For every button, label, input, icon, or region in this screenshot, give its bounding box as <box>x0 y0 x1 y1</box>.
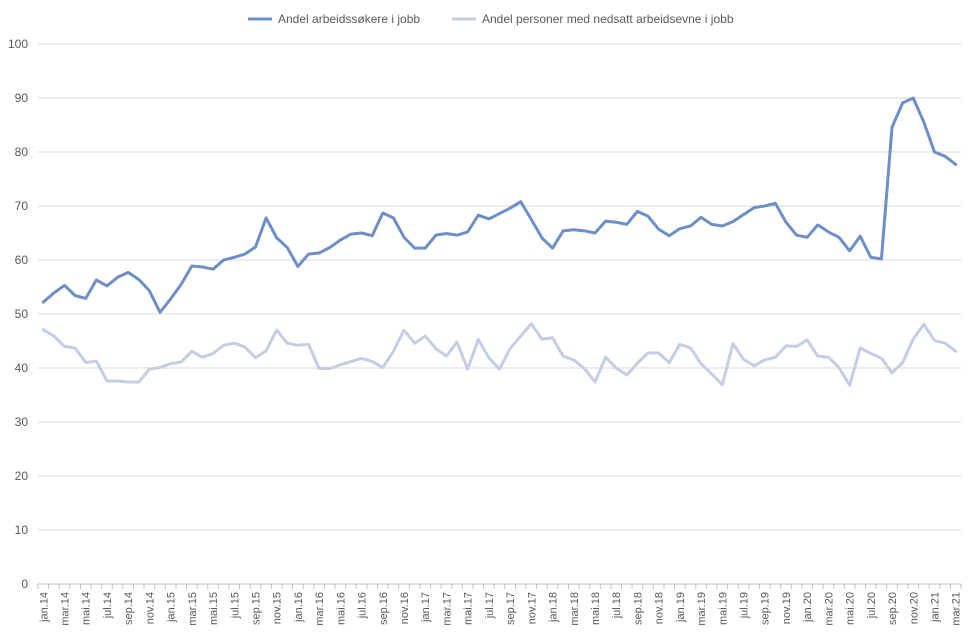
series-line-2 <box>41 322 958 387</box>
x-tick-label: mar.15 <box>187 592 199 626</box>
legend-label-2: Andel personer med nedsatt arbeidsevne i… <box>482 12 734 26</box>
x-tick-label: jul.19 <box>739 592 751 619</box>
x-tick-label: sep.17 <box>505 592 517 625</box>
y-tick-label: 40 <box>15 361 29 375</box>
x-tick-label: jan.21 <box>929 592 941 623</box>
x-tick-label: jul.17 <box>484 592 496 619</box>
y-tick-label: 30 <box>15 415 29 429</box>
x-tick-label: nov.15 <box>272 592 284 624</box>
y-tick-label: 50 <box>15 307 29 321</box>
y-tick-label: 90 <box>15 91 29 105</box>
x-tick-label: nov.14 <box>144 592 156 624</box>
x-tick-label: mar.14 <box>60 592 72 626</box>
x-tick-label: mar.18 <box>569 592 581 626</box>
x-tick-label: jul.14 <box>102 592 114 619</box>
x-tick-label: sep.19 <box>760 592 772 625</box>
x-tick-label: jan.14 <box>38 592 50 623</box>
x-tick-label: mai.18 <box>590 592 602 625</box>
y-tick-label: 0 <box>21 577 28 591</box>
series-lines <box>41 96 958 387</box>
x-tick-label: mar.16 <box>314 592 326 626</box>
x-tick-label: jul.15 <box>229 592 241 619</box>
x-tick-label: nov.16 <box>399 592 411 624</box>
x-tick-label: nov.19 <box>781 592 793 624</box>
y-tick-label: 80 <box>15 145 29 159</box>
y-tick-label: 100 <box>8 37 28 51</box>
x-tick-label: sep.15 <box>250 592 262 625</box>
y-tick-label: 60 <box>15 253 29 267</box>
gridlines <box>38 43 961 531</box>
x-tick-label: mar.20 <box>823 592 835 626</box>
x-tick-label: jul.20 <box>866 592 878 619</box>
x-tick-label: sep.20 <box>887 592 899 625</box>
x-tick-label: nov.20 <box>908 592 920 624</box>
legend: Andel arbeidssøkere i jobb Andel personer… <box>248 12 734 26</box>
x-tick-label: nov.17 <box>526 592 538 624</box>
x-tick-label: mai.14 <box>81 592 93 625</box>
x-tick-label: nov.18 <box>654 592 666 624</box>
x-tick-label: sep.18 <box>632 592 644 625</box>
y-tick-label: 20 <box>15 469 29 483</box>
series-line-1 <box>41 96 958 314</box>
x-tick-label: sep.14 <box>123 592 135 625</box>
x-tick-label: mai.16 <box>335 592 347 625</box>
x-tick-label: jul.18 <box>611 592 623 619</box>
x-tick-label: mai.17 <box>463 592 475 625</box>
y-axis-ticks: 0 10 20 30 40 50 60 70 80 90 100 <box>8 37 28 591</box>
x-tick-label: mai.20 <box>845 592 857 625</box>
x-tick-label: jan.17 <box>420 592 432 623</box>
x-tick-label: jan.19 <box>675 592 687 623</box>
legend-label-1: Andel arbeidssøkere i jobb <box>278 12 420 26</box>
y-tick-label: 70 <box>15 199 29 213</box>
x-tick-label: mar.19 <box>696 592 708 626</box>
x-tick-label: jan.15 <box>166 592 178 623</box>
x-tick-label: mai.19 <box>717 592 729 625</box>
x-tick-label: jan.16 <box>293 592 305 623</box>
x-axis: jan.14 mar.14 mai.14 jul.14 sep.14 nov.14 jan.… <box>37 583 963 626</box>
x-tick-label: sep.16 <box>378 592 390 625</box>
x-tick-label: jul.16 <box>357 592 369 619</box>
x-tick-label: mar.17 <box>441 592 453 626</box>
x-tick-label: mai.15 <box>208 592 220 625</box>
x-tick-label: jan.18 <box>548 592 560 623</box>
y-tick-label: 10 <box>15 523 29 537</box>
x-tick-label: jan.20 <box>802 592 814 623</box>
x-tick-label: mar.21 <box>951 592 963 626</box>
